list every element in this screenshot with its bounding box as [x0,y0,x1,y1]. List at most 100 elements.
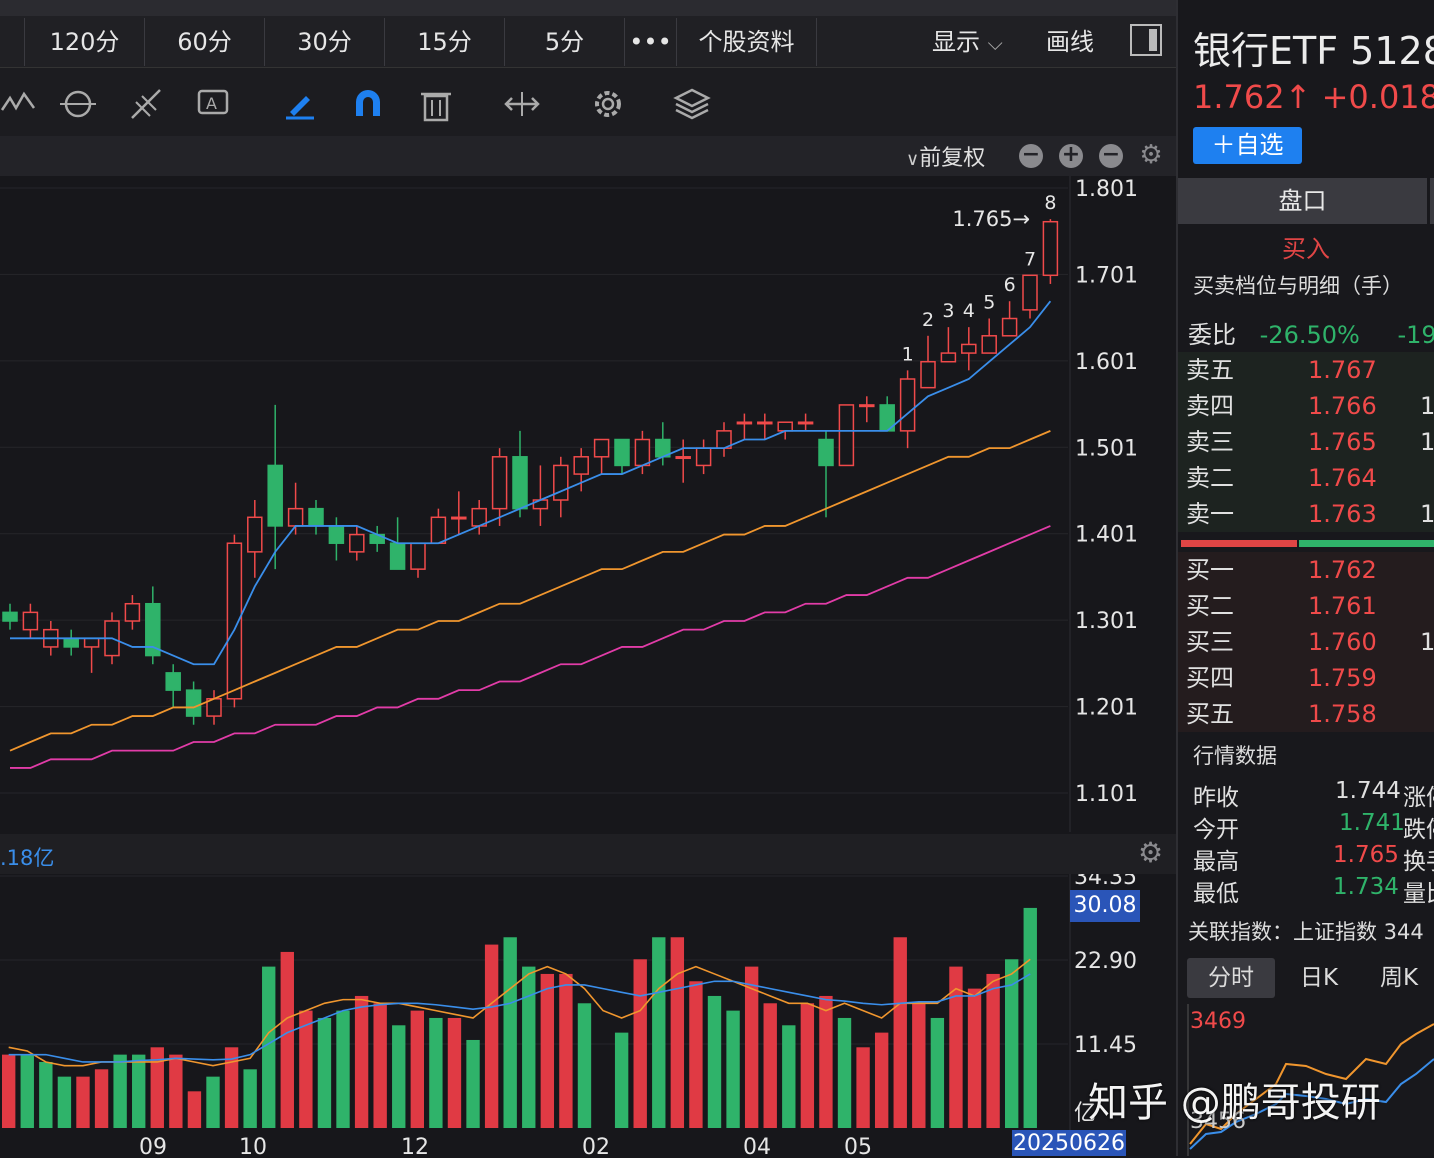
order-book-title: 买卖档位与明细（手） [1193,274,1403,298]
volume-y-tick: 22.90 [1074,949,1137,974]
volume-bar [522,966,536,1128]
volume-bar [150,1047,164,1128]
ask-row[interactable]: 卖三 1.765 1 [1178,424,1434,460]
ask-label: 卖一 [1186,500,1234,528]
candle-body [593,438,610,458]
ask-qty: 1 [1420,500,1434,528]
candlestick-chart[interactable]: 12 3 4 567 8 1.765→ 1.801 1.701 1.601 1.501 1.401… [0,176,1176,832]
volume-settings-gear-icon[interactable]: ⚙ [1138,836,1164,869]
tab-15min[interactable]: 15分 [385,18,505,66]
bid-row[interactable]: 买五 1.758 [1178,696,1434,732]
candle-body [451,516,467,520]
ask-label: 卖五 [1186,356,1234,384]
tab-weekly-k[interactable]: 周K [1379,965,1419,991]
cycle-icon[interactable] [58,84,98,124]
trash-icon[interactable] [416,84,456,124]
y-tick-label: 1.201 [1075,696,1138,721]
candle-body [430,516,447,544]
tab-5min[interactable]: 5分 [505,18,625,66]
ma60-line [10,525,1051,769]
gear-icon[interactable] [588,84,628,124]
candle-body [981,335,997,354]
tab-60min[interactable]: 60分 [145,18,265,66]
volume-bar [1004,959,1019,1128]
related-index[interactable]: 关联指数：上证指数 344 [1188,920,1424,944]
volume-bar [689,981,703,1128]
volume-bar [373,1003,387,1128]
volume-bar [930,1017,945,1128]
adjust-selector[interactable]: ∨前复权 [906,140,985,172]
draw-line-button[interactable]: 画线 [1046,28,1094,56]
display-menu[interactable]: 显示 ⌵ [932,18,1003,67]
tab-pankou[interactable]: 盘口 [1178,178,1427,224]
settings-gear-icon[interactable]: ⚙ [1139,140,1163,170]
ask-row[interactable]: 卖二 1.764 [1178,460,1434,496]
candle-body [247,516,263,553]
bid-row[interactable]: 买四 1.759 [1178,660,1434,696]
y-tick-label: 1.301 [1075,609,1138,634]
trend-icon[interactable] [0,84,40,124]
chevron-down-icon: ∨ [906,149,920,170]
stat-right: 跌停 [1403,817,1434,843]
volume-bar [57,1076,72,1128]
volume-bar [39,1061,53,1128]
volume-bar [874,1032,889,1128]
ma5-line [10,300,1052,666]
tab-30min[interactable]: 30分 [265,18,385,66]
volume-bar [893,937,907,1128]
bid-row[interactable]: 买二 1.761 [1178,588,1434,624]
volume-bar [410,1010,424,1128]
stat-right: 换手 [1403,849,1434,875]
move-icon[interactable] [502,84,542,124]
volume-bar [503,937,517,1128]
tab-daily-k[interactable]: 日K [1299,965,1339,991]
candle-body [1022,274,1038,311]
more-tabs-button[interactable]: ••• [625,18,677,66]
ask-row[interactable]: 卖一 1.763 1 [1178,496,1434,532]
zoom-plus-icon[interactable]: + [1059,144,1083,168]
intraday-mini-chart[interactable]: 3469 3456 [1186,1004,1434,1156]
count-label: 4 [963,300,975,322]
candle-body [165,672,181,691]
candle-body [389,542,406,570]
text-icon[interactable]: A [194,84,234,124]
timeframe-bar [0,0,1176,68]
candle-body [145,602,161,657]
volume-bar [726,1010,740,1128]
candle-body [267,464,283,527]
ask-label: 卖二 [1186,464,1234,492]
buy-tab[interactable]: 买入 [1282,235,1330,263]
volume-bar [132,1054,146,1128]
volume-bar [20,1054,34,1128]
volume-bar [429,1017,443,1128]
bid-row[interactable]: 买三 1.760 1 [1178,624,1434,660]
collapse-icon[interactable]: − [1099,144,1123,168]
toggle-panel-icon[interactable] [1130,24,1162,56]
stat-right: 量比 [1403,881,1434,907]
weibi-row: 委比 -26.50% -19 [1188,315,1434,350]
volume-bar [949,966,963,1128]
bid-row[interactable]: 买一 1.762 [1178,552,1434,588]
volume-bar [670,937,685,1128]
volume-chart[interactable]: 34.35 22.90 11.45 亿 09 10 12 02 04 05 [0,874,1176,1156]
candle-body [634,438,651,467]
add-watchlist-button[interactable]: ＋自选 [1193,127,1302,164]
candle-body [777,421,793,432]
tab-120min[interactable]: 120分 [24,18,145,66]
zoom-minus-icon[interactable]: − [1019,144,1043,168]
layers-icon[interactable] [672,84,712,124]
watermark-text: 知乎 @鹏哥投研 [1088,1080,1381,1126]
fib-icon[interactable] [126,84,166,124]
tab-intraday[interactable]: 分时 [1187,958,1275,998]
ask-row[interactable]: 卖四 1.766 1 [1178,388,1434,424]
volume-bar [707,995,722,1128]
bid-ask-ratio-bar [1181,540,1434,547]
ask-row[interactable]: 卖五 1.767 [1178,352,1434,388]
pen-icon[interactable] [280,84,320,124]
tab-next[interactable] [1430,178,1434,224]
ask-label: 卖三 [1186,428,1234,456]
x-axis-label: 09 [139,1135,167,1156]
tab-stock-info[interactable]: 个股资料 [677,18,817,66]
volume-bar [912,1003,926,1128]
magnet-icon[interactable] [348,84,388,124]
